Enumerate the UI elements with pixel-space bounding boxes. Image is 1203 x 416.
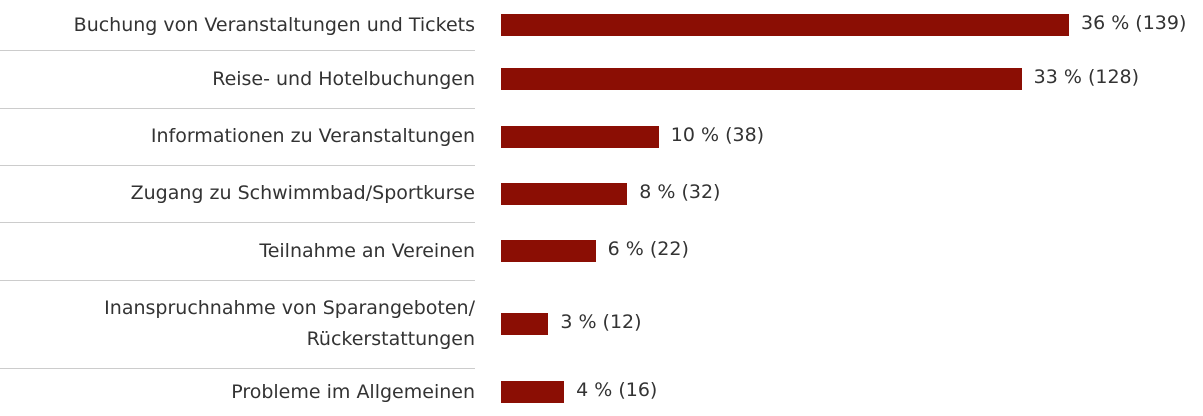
value-label: 33 % (128) [1033,66,1140,88]
bar [501,125,659,148]
category-label: Inanspruchnahme von Sparangeboten/ Rücke… [104,297,475,350]
row: Informationen zu Veranstaltungen 10 % (38… [0,108,1203,165]
category-label: Probleme im Allgemeinen [231,380,475,403]
bar [501,381,565,403]
value-label: 8 % (32) [639,180,721,203]
row: Reise- und Hotelbuchungen 33 % (128) [0,50,1203,108]
category-label: Teilnahme an Vereinen [259,239,475,262]
row: Probleme im Allgemeinen 4 % (16) [0,368,1203,416]
row: Buchung von Veranstaltungen und Tickets 3… [0,0,1203,50]
category-label: Informationen zu Veranstaltungen [150,125,475,147]
bar [501,182,628,205]
bar [501,68,1022,90]
bar [501,240,596,262]
row: Zugang zu Schwimmbad/Sportkurse 8 % (32) [0,165,1203,222]
value-label: 6 % (22) [607,238,689,260]
row: Teilnahme an Vereinen 6 % (22) [0,222,1203,280]
separator [0,222,475,223]
row: Inanspruchnahme von Sparangeboten/ Rücke… [0,280,1203,368]
value-label: 3 % (12) [560,311,642,333]
separator [0,280,475,281]
value-label: 36 % (139) [1081,12,1187,34]
category-label: Zugang zu Schwimmbad/Sportkurse [130,182,475,204]
bar [501,313,549,335]
value-label: 10 % (38) [670,123,765,146]
value-label: 4 % (16) [576,379,658,401]
category-label: Buchung von Veranstaltungen und Tickets [73,13,475,36]
separator [0,50,475,51]
separator [0,165,475,166]
separator [0,368,475,369]
separator [0,108,475,109]
category-label: Reise- und Hotelbuchungen [212,67,475,90]
bar [501,14,1069,36]
